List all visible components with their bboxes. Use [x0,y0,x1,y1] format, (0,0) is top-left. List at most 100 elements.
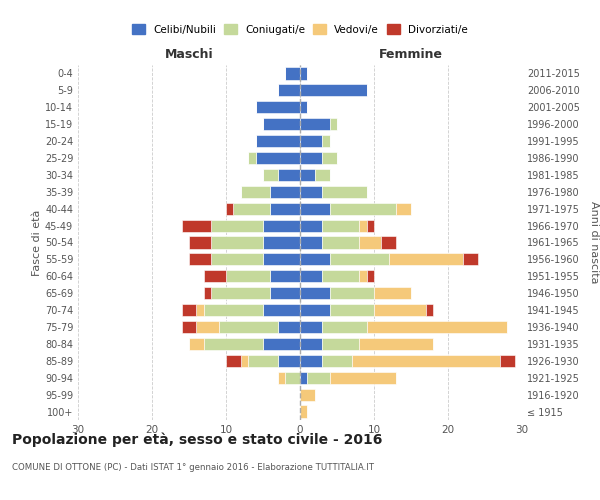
Bar [263,304,300,316]
Bar [271,287,300,300]
Bar [248,152,256,164]
Y-axis label: Anni di nascita: Anni di nascita [589,201,599,284]
Text: Popolazione per età, sesso e stato civile - 2016: Popolazione per età, sesso e stato civil… [12,432,382,447]
Bar [396,202,411,215]
Bar [285,372,300,384]
Bar [307,372,329,384]
Bar [300,372,307,384]
Bar [263,236,300,248]
Bar [322,270,359,282]
Bar [182,220,211,232]
Text: Femmine: Femmine [379,48,443,62]
Text: COMUNE DI OTTONE (PC) - Dati ISTAT 1° gennaio 2016 - Elaborazione TUTTITALIA.IT: COMUNE DI OTTONE (PC) - Dati ISTAT 1° ge… [12,462,374,471]
Bar [300,202,329,215]
Bar [322,236,359,248]
Bar [315,169,329,181]
Bar [374,287,411,300]
Bar [322,354,352,367]
Bar [300,304,329,316]
Bar [359,220,367,232]
Bar [263,118,300,130]
Bar [211,236,263,248]
Bar [300,321,322,333]
Bar [278,169,300,181]
Bar [300,406,307,417]
Bar [263,338,300,350]
Bar [329,118,337,130]
Bar [300,68,307,80]
Bar [211,220,263,232]
Bar [329,254,389,266]
Bar [241,354,248,367]
Bar [426,304,433,316]
Bar [374,304,426,316]
Bar [329,287,374,300]
Bar [500,354,515,367]
Bar [322,135,329,147]
Bar [278,321,300,333]
Bar [189,254,211,266]
Bar [300,101,307,114]
Bar [189,338,204,350]
Bar [271,202,300,215]
Bar [300,186,322,198]
Bar [196,321,218,333]
Bar [300,287,329,300]
Bar [329,304,374,316]
Text: Maschi: Maschi [164,48,214,62]
Bar [248,354,278,367]
Bar [367,220,374,232]
Bar [204,304,263,316]
Bar [322,220,359,232]
Bar [226,270,271,282]
Bar [300,254,329,266]
Bar [322,186,367,198]
Bar [300,118,329,130]
Bar [263,169,278,181]
Bar [389,254,463,266]
Bar [300,236,322,248]
Bar [300,270,322,282]
Bar [329,372,396,384]
Bar [300,135,322,147]
Bar [300,169,315,181]
Bar [189,236,211,248]
Bar [300,338,322,350]
Bar [367,321,507,333]
Bar [278,372,285,384]
Bar [204,287,211,300]
Bar [204,270,226,282]
Bar [204,338,263,350]
Bar [285,68,300,80]
Bar [359,270,367,282]
Bar [300,354,322,367]
Bar [263,220,300,232]
Bar [211,254,263,266]
Bar [256,135,300,147]
Bar [263,254,300,266]
Bar [322,338,359,350]
Bar [322,152,337,164]
Bar [211,287,271,300]
Bar [218,321,278,333]
Bar [352,354,500,367]
Bar [278,84,300,96]
Bar [271,270,300,282]
Bar [226,354,241,367]
Bar [271,186,300,198]
Bar [196,304,204,316]
Bar [329,202,396,215]
Bar [300,220,322,232]
Legend: Celibi/Nubili, Coniugati/e, Vedovi/e, Divorziati/e: Celibi/Nubili, Coniugati/e, Vedovi/e, Di… [130,22,470,36]
Bar [278,354,300,367]
Bar [359,338,433,350]
Bar [182,321,196,333]
Bar [463,254,478,266]
Bar [300,152,322,164]
Bar [300,388,315,400]
Bar [322,321,367,333]
Bar [226,202,233,215]
Bar [300,84,367,96]
Bar [382,236,396,248]
Bar [359,236,382,248]
